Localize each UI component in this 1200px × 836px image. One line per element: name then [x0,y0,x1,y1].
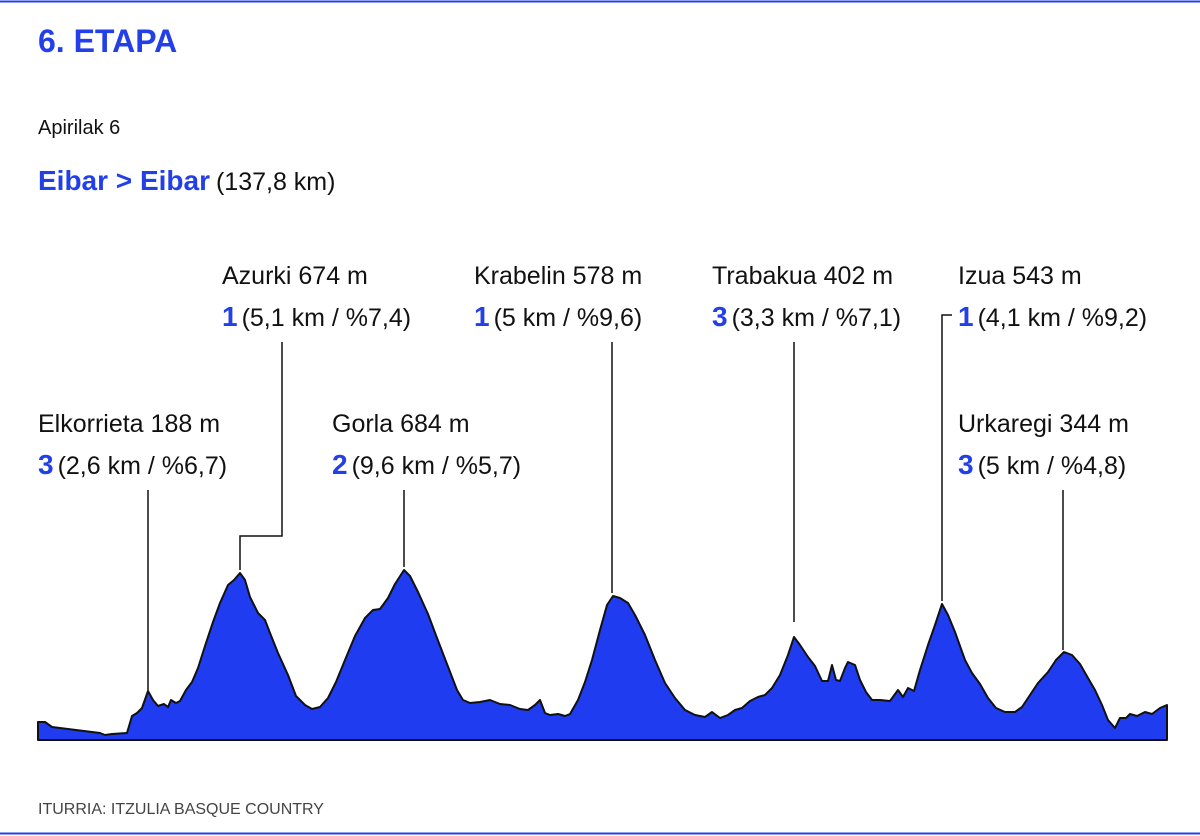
leader-line [941,314,952,601]
climb-detail: (5,1 km / %7,4) [242,304,412,332]
climb-category: 3 [38,449,54,480]
climb-name: Gorla 684 m [332,410,470,438]
climb-category: 3 [712,301,728,332]
date: Apirilak 6 [38,117,120,139]
source: ITURRIA: ITZULIA BASQUE COUNTRY [38,801,324,818]
climb-name: Izua 543 m [958,262,1082,290]
climb-category: 1 [958,301,974,332]
climb-detail: (9,6 km / %5,7) [352,452,522,480]
leader-lines [147,314,1064,690]
climb-detail: (5 km / %4,8) [978,452,1127,480]
climb-detail-line: 3 (3,3 km / %7,1) [712,301,901,332]
climb-name: Urkaregi 344 m [958,410,1129,438]
climb-name: Trabakua 402 m [712,262,893,290]
climb-name: Elkorrieta 188 m [38,410,220,438]
elevation-profile [37,569,1168,741]
climb-category: 3 [958,449,974,480]
climb-category: 1 [474,301,490,332]
climb-detail: (3,3 km / %7,1) [732,304,902,332]
leader-line [239,342,283,570]
climb-detail-line: 1 (5,1 km / %7,4) [222,301,411,332]
climb-detail: (2,6 km / %6,7) [58,452,228,480]
route: Eibar > Eibar [38,165,210,196]
climb-detail-line: 1 (5 km / %9,6) [474,301,642,332]
route-line: Eibar > Eibar (137,8 km) [38,165,335,196]
climb-detail-line: 3 (5 km / %4,8) [958,449,1126,480]
climb-detail-line: 3 (2,6 km / %6,7) [38,449,227,480]
climb-name: Krabelin 578 m [474,262,642,290]
climb-detail-line: 1 (4,1 km / %9,2) [958,301,1147,332]
title: 6. ETAPA [38,23,177,59]
climb-detail: (4,1 km / %9,2) [978,304,1148,332]
climb-category: 1 [222,301,238,332]
climb-detail-line: 2 (9,6 km / %5,7) [332,449,521,480]
climb-category: 2 [332,449,348,480]
climb-detail: (5 km / %9,6) [494,304,643,332]
climb-name: Azurki 674 m [222,262,368,290]
distance: (137,8 km) [216,168,335,196]
